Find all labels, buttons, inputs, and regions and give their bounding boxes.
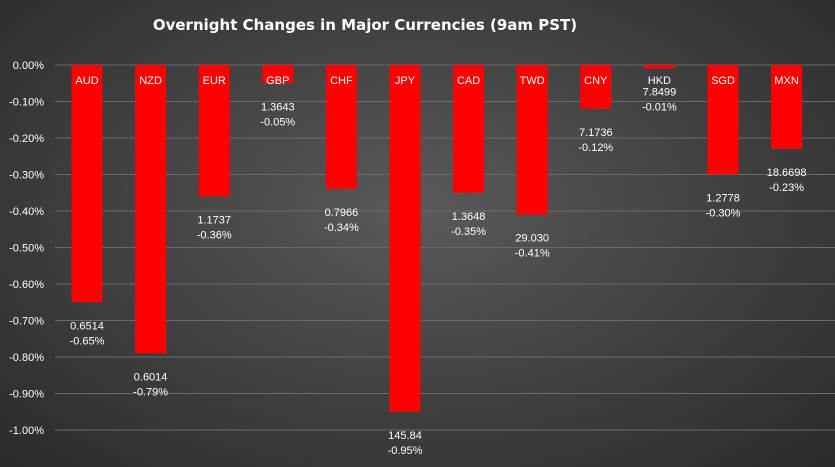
change-label: -0.05% xyxy=(260,116,295,128)
y-tick-label: -0.90% xyxy=(9,389,44,401)
y-tick-label: -1.00% xyxy=(9,425,44,437)
y-tick-label: -0.40% xyxy=(9,206,44,218)
category-label: SGD xyxy=(711,75,735,87)
gridlines xyxy=(55,64,835,431)
category-label: NZD xyxy=(139,75,162,87)
change-label: -0.01% xyxy=(642,102,677,114)
category-label: CNY xyxy=(584,75,608,87)
category-label: CAD xyxy=(457,75,480,87)
rate-label: 1.1737 xyxy=(197,214,231,226)
y-tick-label: 0.00% xyxy=(13,60,44,72)
y-tick-label: -0.10% xyxy=(9,97,44,109)
chart-title: Overnight Changes in Major Currencies (9… xyxy=(153,16,577,34)
bars xyxy=(71,65,803,412)
category-label: EUR xyxy=(203,75,226,87)
y-tick-label: -0.60% xyxy=(9,279,44,291)
category-label: MXN xyxy=(774,75,799,87)
data-labels: AUD 0.6514 -0.65% NZD 0.6014 -0.79% EUR 1.1737 -… xyxy=(70,75,807,457)
change-label: -0.41% xyxy=(515,248,550,260)
rate-label: 1.3643 xyxy=(261,101,295,113)
rate-label: 0.6514 xyxy=(70,320,104,332)
bar-cad xyxy=(453,65,485,193)
bar-mxn xyxy=(771,65,803,149)
category-label: TWD xyxy=(520,75,545,87)
y-tick-label: -0.20% xyxy=(9,133,44,145)
y-tick-label: -0.70% xyxy=(9,316,44,328)
category-label: AUD xyxy=(75,75,98,87)
rate-label: 0.7966 xyxy=(325,207,359,219)
rate-label: 7.1736 xyxy=(579,127,613,139)
category-label: JPY xyxy=(395,75,416,87)
bar-jpy xyxy=(389,65,421,412)
rate-label: 1.3648 xyxy=(452,211,486,223)
rate-label: 1.2778 xyxy=(706,193,740,205)
category-label: CHF xyxy=(330,75,353,87)
rate-label: 7.8499 xyxy=(643,87,677,99)
y-tick-label: -0.30% xyxy=(9,170,44,182)
rate-label: 0.6014 xyxy=(134,371,168,383)
bar-chf xyxy=(325,65,357,190)
bar-eur xyxy=(198,65,230,197)
category-label: HKD xyxy=(648,75,671,87)
bar-twd xyxy=(516,65,548,215)
change-label: -0.34% xyxy=(324,222,359,234)
change-label: -0.30% xyxy=(706,208,741,220)
bar-gbp xyxy=(262,65,294,84)
y-axis-tick-labels: 0.00% -0.10% -0.20% -0.30% -0.40% -0.50% -0.60… xyxy=(9,60,44,437)
change-label: -0.35% xyxy=(451,226,486,238)
change-label: -0.23% xyxy=(769,182,804,194)
rate-label: 29.030 xyxy=(515,233,549,245)
bar-aud xyxy=(71,65,103,303)
category-label: GBP xyxy=(266,75,289,87)
y-tick-label: -0.80% xyxy=(9,352,44,364)
rate-label: 18.6698 xyxy=(767,167,807,179)
bar-nzd xyxy=(135,65,167,354)
change-label: -0.36% xyxy=(197,229,232,241)
change-label: -0.79% xyxy=(133,386,168,398)
change-label: -0.65% xyxy=(70,335,105,347)
y-tick-label: -0.50% xyxy=(9,243,44,255)
change-label: -0.12% xyxy=(578,142,613,154)
bar-hkd xyxy=(643,65,675,69)
bar-sgd xyxy=(707,65,739,175)
change-label: -0.95% xyxy=(388,445,423,457)
bar-cny xyxy=(580,65,612,109)
rate-label: 145.84 xyxy=(388,430,422,442)
